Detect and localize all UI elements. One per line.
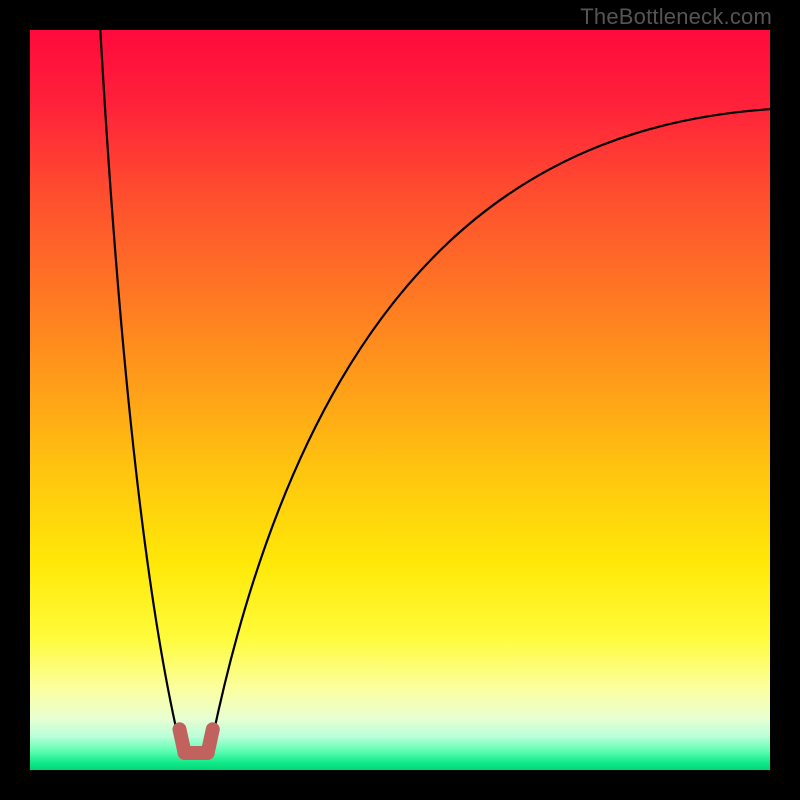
curve-left-arm (100, 30, 178, 737)
bottleneck-curve (30, 30, 770, 770)
plot-area (30, 30, 770, 770)
curve-right-arm (213, 109, 770, 737)
dip-marker-right (208, 729, 213, 753)
watermark-text: TheBottleneck.com (580, 4, 772, 30)
